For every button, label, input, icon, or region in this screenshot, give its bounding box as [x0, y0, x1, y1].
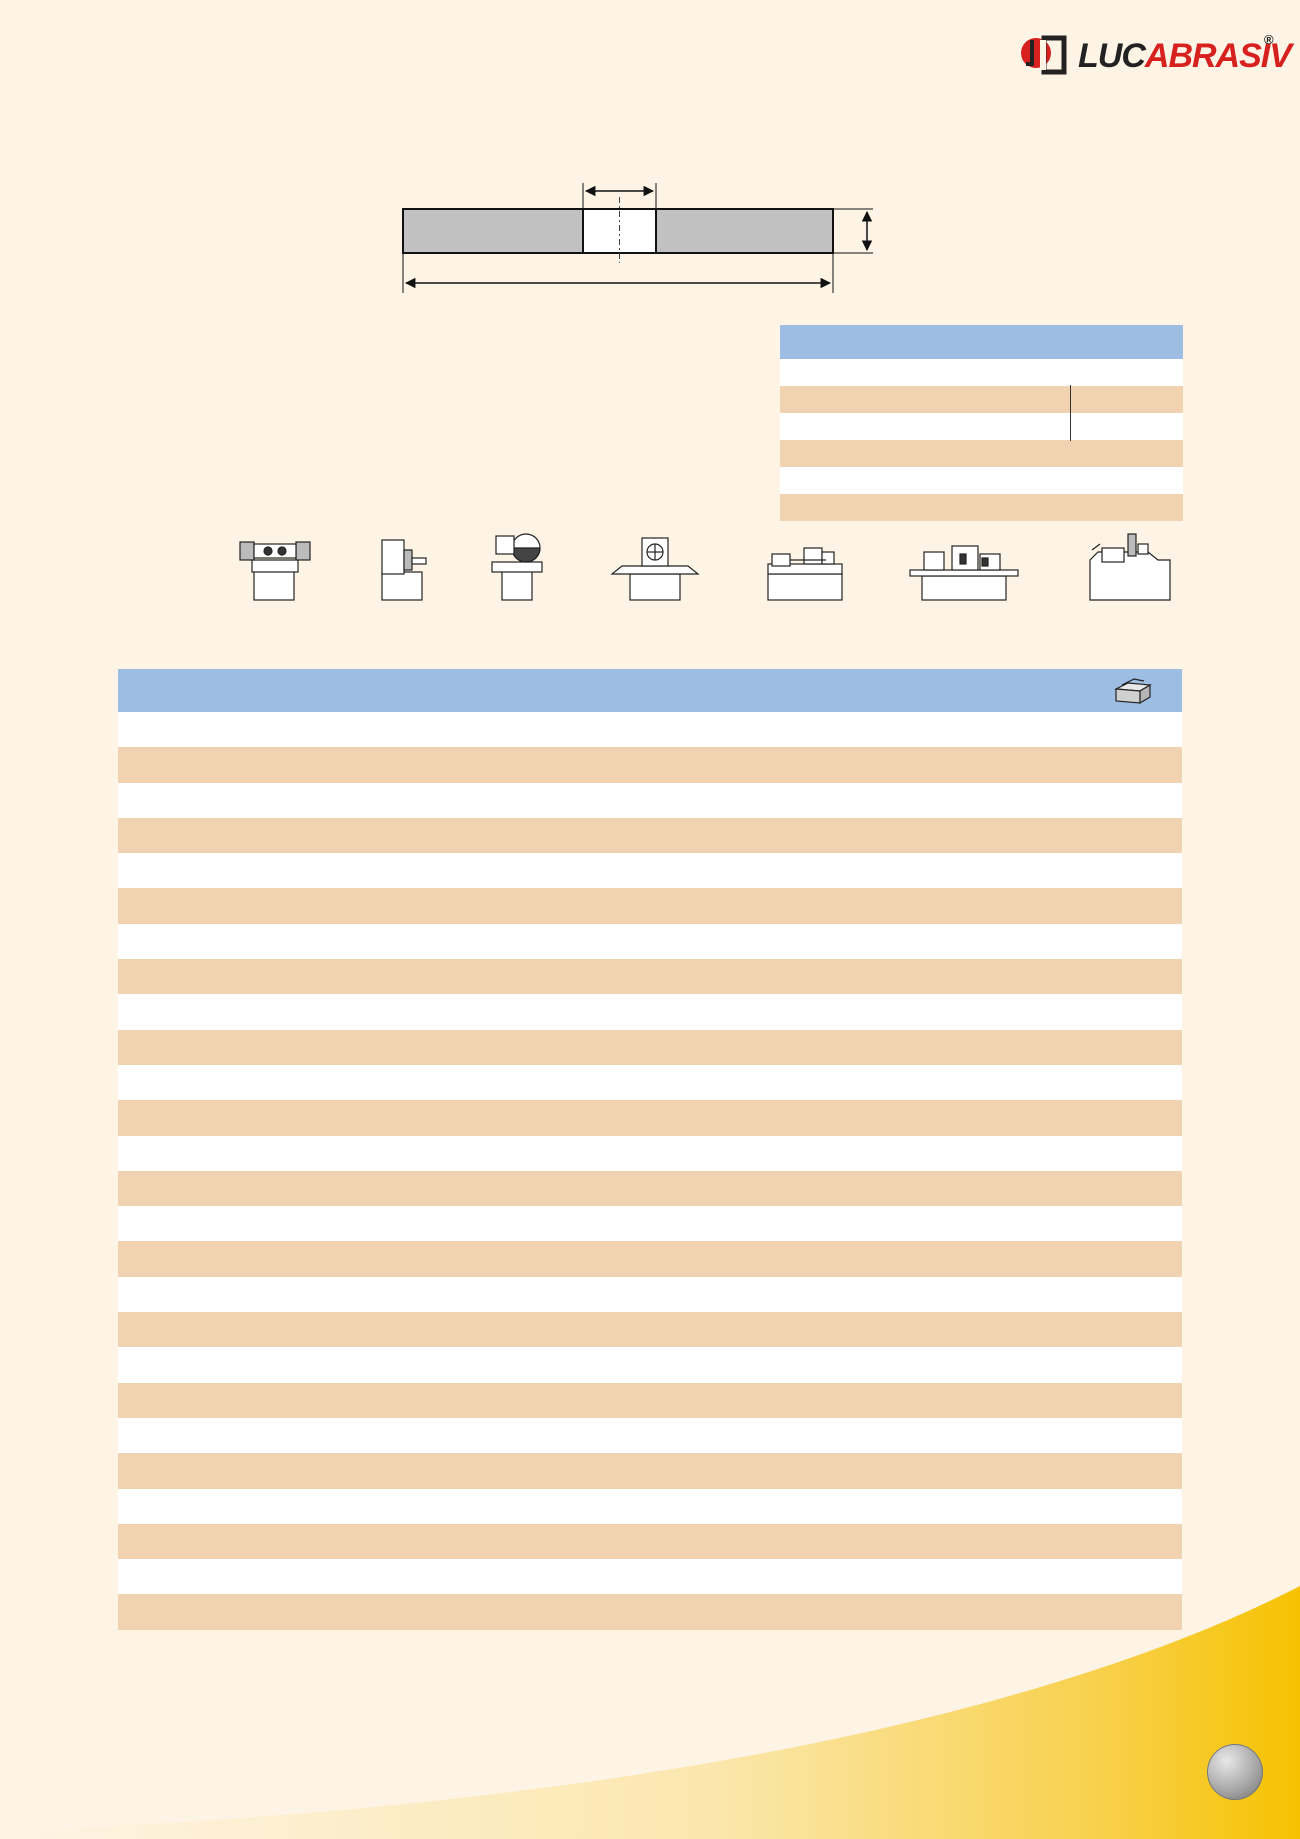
cnc-grinder-icon	[1089, 533, 1171, 601]
spec-table-header	[780, 325, 1183, 359]
table-row	[118, 923, 1182, 960]
spec-row	[780, 494, 1183, 521]
spec-row	[780, 386, 1183, 413]
spec-table	[780, 325, 1183, 521]
table-row	[118, 1170, 1182, 1207]
table-row	[118, 782, 1182, 818]
surface-grinder-icon	[610, 537, 700, 601]
table-row	[118, 747, 1182, 783]
table-row	[118, 1523, 1182, 1560]
universal-grinder-icon	[909, 545, 1019, 601]
table-row	[118, 1276, 1182, 1313]
table-row	[118, 1417, 1182, 1454]
logo-text-left: LUC	[1078, 37, 1146, 75]
main-table-header	[118, 669, 1182, 712]
spec-row	[780, 467, 1183, 494]
cylindrical-grinder-icon	[767, 547, 843, 601]
table-row	[118, 1064, 1182, 1101]
table-row	[118, 994, 1182, 1030]
table-row	[118, 1488, 1182, 1524]
logo-text-right: ABRASIV	[1144, 37, 1292, 75]
box-icon	[1114, 678, 1152, 705]
spec-row	[780, 440, 1183, 467]
table-row	[118, 1241, 1182, 1277]
table-row	[118, 1029, 1182, 1065]
bench-grinder-icon	[239, 541, 311, 601]
table-row	[118, 853, 1182, 889]
page-number-marker	[1207, 1744, 1263, 1800]
table-row	[118, 1453, 1182, 1489]
wheel-cross-section-diagram	[402, 183, 873, 293]
registered-mark: ®	[1264, 32, 1274, 47]
table-row	[118, 1206, 1182, 1242]
logo-mark-icon	[1021, 35, 1067, 75]
table-row	[118, 817, 1182, 854]
spec-row	[780, 359, 1183, 386]
logo-wordmark: LUCABRASIV	[1078, 36, 1292, 76]
machine-icons-row	[239, 533, 1171, 601]
table-row	[118, 1135, 1182, 1171]
table-row	[118, 959, 1182, 995]
decorative-swoosh	[0, 1586, 1300, 1839]
brand-logo: LUCABRASIV ®	[1020, 32, 1292, 80]
pedestal-grinder-icon	[381, 539, 427, 601]
spec-column-divider	[1070, 385, 1071, 441]
table-row	[118, 1347, 1182, 1383]
table-row	[118, 1559, 1182, 1595]
table-row	[118, 1594, 1182, 1630]
main-table	[118, 669, 1182, 1630]
table-row	[118, 1312, 1182, 1348]
table-row	[118, 1100, 1182, 1136]
table-row	[118, 712, 1182, 748]
spec-row	[780, 413, 1183, 440]
table-row	[118, 1382, 1182, 1418]
table-row	[118, 888, 1182, 924]
cutoff-grinder-icon	[491, 533, 543, 601]
